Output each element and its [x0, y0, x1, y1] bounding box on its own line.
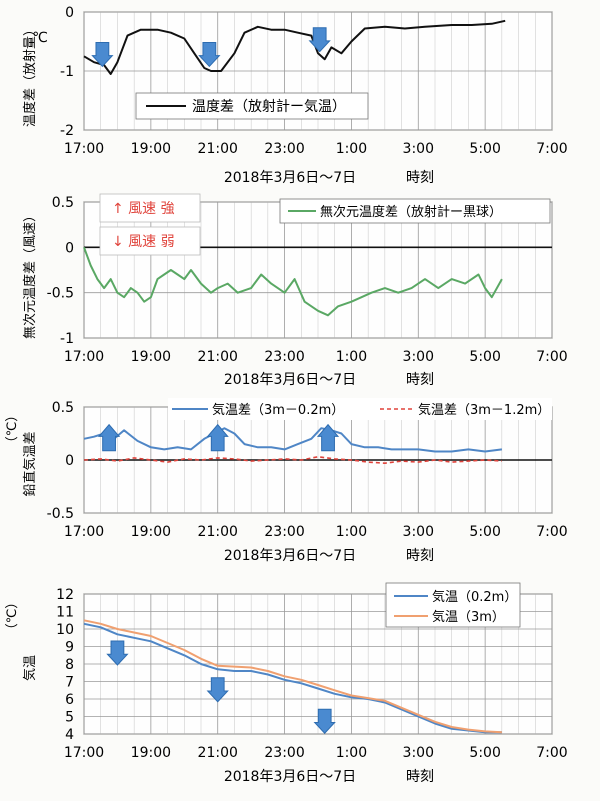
y-tick-label: -0.5	[47, 286, 74, 302]
x-tick-label: 17:00	[64, 141, 104, 157]
x-tick-label: 5:00	[469, 745, 500, 761]
y-tick-label: -1	[60, 331, 74, 347]
series-line-2	[83, 619, 502, 734]
wind-text-box	[99, 226, 201, 256]
series-line-2	[83, 455, 502, 465]
series-line-1	[83, 427, 503, 453]
wind-text-label: ↓ 風速 弱	[112, 234, 175, 250]
x-tick-label: 17:00	[64, 524, 104, 540]
x-tick-label: 17:00	[64, 349, 104, 365]
y-tick-label: 12	[56, 587, 74, 603]
x-tick-label: 1:00	[336, 141, 367, 157]
y-axis-unit: （℃）	[5, 596, 20, 637]
x-tick-label: 23:00	[264, 349, 304, 365]
wind-text-label: ↑ 風速 強	[112, 201, 175, 217]
x-tick-label: 7:00	[536, 349, 567, 365]
arrow-down-icon	[308, 27, 331, 53]
series-line-1	[83, 246, 503, 317]
x-tick-label: 1:00	[336, 745, 367, 761]
y-tick-label: 0	[65, 453, 74, 469]
arrow-up-icon	[97, 423, 121, 452]
arrow-down-icon	[313, 708, 336, 734]
x-tick-label: 1:00	[336, 524, 367, 540]
legend-box	[385, 582, 521, 628]
legend-label: 気温差（3m－1.2m）	[418, 402, 550, 418]
legend-box	[279, 198, 551, 224]
x-tick-label: 19:00	[131, 141, 171, 157]
x-axis-date-label: 2018年3月6日～7日	[224, 769, 356, 785]
y-axis-unit: ℃	[32, 30, 48, 46]
chart-panel-4: 17:00 19:00 21:00 23:00 1:00 3:00 5:00 7:00 45 67…	[5, 582, 568, 785]
y-axis-label: 温度差（放射量）	[22, 23, 38, 127]
x-axis-time-label: 時刻	[406, 769, 434, 785]
series-line-1	[83, 622, 502, 734]
legend-label: 無次元温度差（放射計ー黒球）	[320, 204, 502, 220]
y-tick-label: 0.5	[52, 400, 74, 416]
x-tick-label: 7:00	[536, 745, 567, 761]
x-axis-time-label: 時刻	[406, 170, 434, 186]
x-axis-date-label: 2018年3月6日～7日	[224, 548, 356, 564]
x-tick-label: 23:00	[264, 745, 304, 761]
arrow-down-icon	[206, 677, 229, 703]
legend-label: 温度差（放射計ー気温）	[192, 99, 346, 115]
x-tick-label: 19:00	[131, 349, 171, 365]
x-tick-label: 21:00	[198, 141, 238, 157]
x-tick-label: 5:00	[469, 141, 500, 157]
x-tick-label: 21:00	[198, 524, 238, 540]
x-tick-label: 19:00	[131, 524, 171, 540]
x-tick-label: 21:00	[198, 349, 238, 365]
arrow-down-icon	[106, 640, 129, 666]
legend-box	[168, 398, 552, 420]
x-axis-date-label: 2018年3月6日～7日	[224, 372, 356, 388]
x-tick-label: 23:00	[264, 524, 304, 540]
x-tick-label: 3:00	[403, 524, 434, 540]
y-tick-label: 8	[65, 657, 74, 673]
x-tick-label: 21:00	[198, 745, 238, 761]
series-line-1	[83, 19, 506, 75]
y-tick-label: 11	[56, 605, 74, 621]
x-tick-label: 17:00	[64, 745, 104, 761]
legend-label: 気温（3m）	[432, 609, 505, 625]
arrow-up-icon	[316, 423, 340, 452]
y-axis-unit: （℃）	[5, 409, 20, 450]
chart-panel-1: 17:00 19:00 21:00 23:00 1:00 3:00 5:00 7:00 -2 -1…	[22, 5, 568, 186]
x-tick-label: 5:00	[469, 349, 500, 365]
y-tick-label: 4	[65, 727, 74, 743]
y-tick-label: 10	[56, 622, 74, 638]
y-axis-label: 鉛直気温差	[22, 431, 38, 496]
arrow-up-icon	[206, 423, 229, 452]
legend-label: 気温（0.2m）	[432, 589, 517, 605]
x-tick-label: 1:00	[336, 349, 367, 365]
x-tick-label: 7:00	[536, 141, 567, 157]
y-tick-label: -1	[60, 64, 74, 80]
y-tick-label: 0	[65, 5, 74, 21]
x-tick-label: 3:00	[403, 141, 434, 157]
y-axis-label: 無次元温度差（風速）	[22, 209, 38, 339]
arrow-down-icon	[198, 41, 221, 68]
y-axis-label: 気温	[22, 655, 38, 681]
x-tick-label: 7:00	[536, 524, 567, 540]
x-tick-label: 3:00	[403, 349, 434, 365]
arrow-down-icon	[91, 41, 114, 68]
y-tick-label: -0.5	[47, 506, 74, 522]
chart-panel-2: 17:00 19:00 21:00 23:00 1:00 3:00 5:00 7:00 -1 -0…	[22, 193, 568, 388]
x-tick-label: 19:00	[131, 745, 171, 761]
wind-text-box	[99, 193, 201, 223]
y-tick-label: 0.5	[52, 195, 74, 211]
y-tick-label: -2	[60, 123, 74, 139]
x-tick-label: 5:00	[469, 524, 500, 540]
y-tick-label: 0	[65, 240, 74, 256]
y-tick-label: 6	[65, 692, 74, 708]
legend-label: 気温差（3m－0.2m）	[212, 402, 344, 418]
y-tick-label: 5	[65, 710, 74, 726]
x-axis-date-label: 2018年3月6日～7日	[224, 170, 356, 186]
y-tick-label: 9	[65, 640, 74, 656]
x-tick-label: 3:00	[403, 745, 434, 761]
x-axis-time-label: 時刻	[406, 372, 434, 388]
x-tick-label: 23:00	[264, 141, 304, 157]
y-tick-label: 7	[65, 675, 74, 691]
chart-panel-3: 17:00 19:00 21:00 23:00 1:00 3:00 5:00 7:00 -0.5…	[5, 398, 568, 564]
x-axis-time-label: 時刻	[406, 548, 434, 564]
